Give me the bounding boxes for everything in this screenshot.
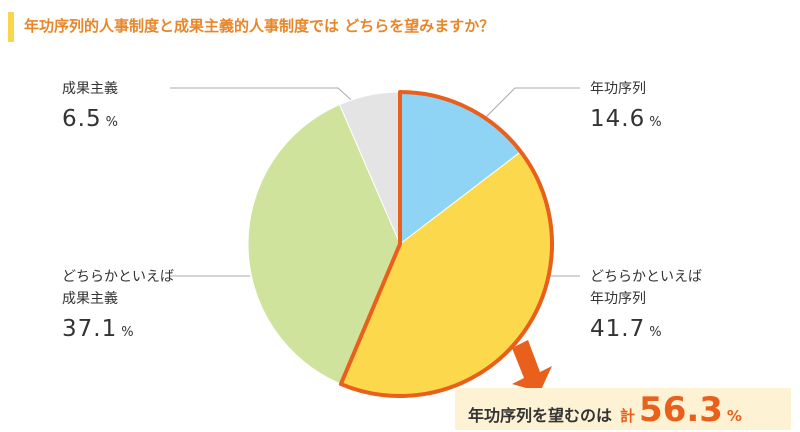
slice-value-number: 6.5 bbox=[62, 106, 102, 132]
callout-unit: % bbox=[726, 407, 742, 425]
slice-label: 年功序列 14.6% bbox=[590, 78, 663, 132]
slice-value-number: 37.1 bbox=[62, 316, 118, 342]
slice-value-unit: % bbox=[649, 325, 663, 340]
slice-value-unit: % bbox=[121, 325, 135, 340]
slice-value: 6.5% bbox=[62, 106, 119, 132]
slice-value-unit: % bbox=[649, 115, 663, 130]
callout: 年功序列を望むのは計 56.3% bbox=[468, 390, 742, 430]
leader-line bbox=[484, 87, 580, 119]
slice-label: 成果主義 6.5% bbox=[62, 78, 119, 132]
pie-slice bbox=[247, 103, 401, 385]
slice-name: 成果主義 bbox=[62, 81, 118, 97]
chart-title: 年功序列的人事制度と成果主義的人事制度では どちらを望みますか？ bbox=[24, 17, 495, 35]
highlight-outline bbox=[338, 90, 554, 398]
callout-box bbox=[455, 388, 791, 430]
slice-value: 41.7% bbox=[590, 316, 702, 342]
slice-value: 14.6% bbox=[590, 106, 663, 132]
slice-name: どちらかといえば 成果主義 bbox=[62, 269, 174, 307]
slice-value-unit: % bbox=[105, 115, 119, 130]
callout-prefix: 計 bbox=[620, 407, 636, 425]
slice-label: どちらかといえば 成果主義 37.1% bbox=[62, 266, 174, 342]
slice-value-number: 41.7 bbox=[590, 316, 646, 342]
slice-label: どちらかといえば 年功序列 41.7% bbox=[590, 266, 702, 342]
slice-value-number: 14.6 bbox=[590, 106, 646, 132]
slice-value: 37.1% bbox=[62, 316, 174, 342]
title-accent bbox=[8, 12, 14, 42]
callout-value: 56.3 bbox=[639, 390, 723, 430]
slice-name: どちらかといえば 年功序列 bbox=[590, 269, 702, 307]
leader-line bbox=[170, 87, 359, 107]
callout-arrow bbox=[512, 340, 552, 392]
callout-text: 年功序列を望むのは bbox=[468, 406, 613, 425]
slice-name: 年功序列 bbox=[590, 81, 646, 97]
